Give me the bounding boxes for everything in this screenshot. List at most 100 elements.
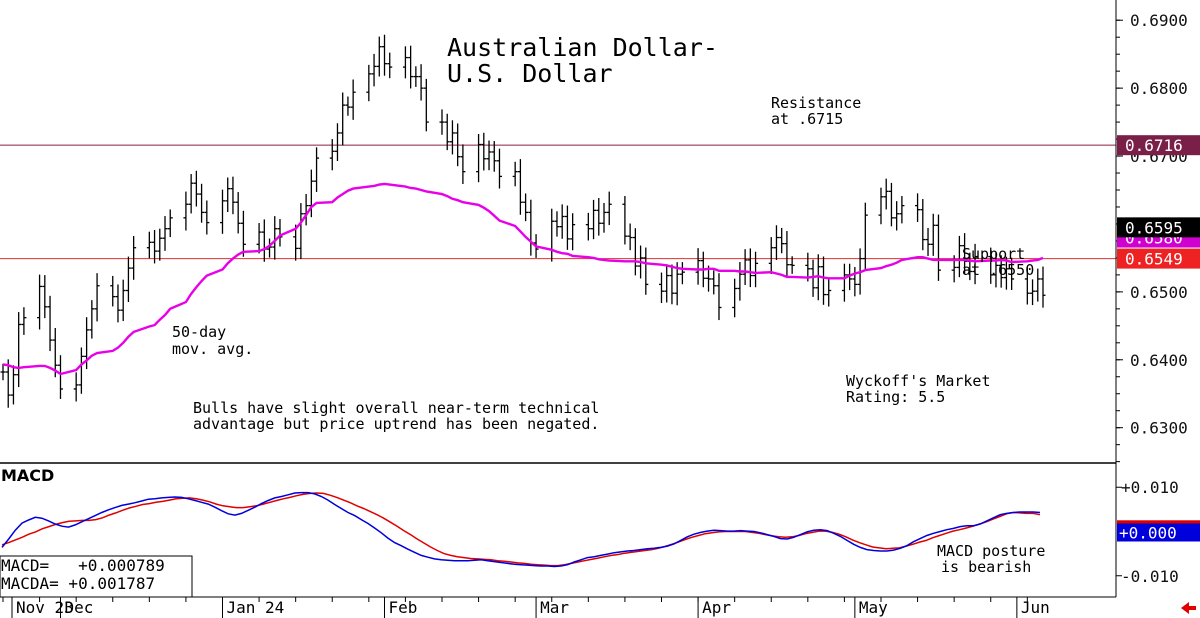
price-bar <box>716 273 722 321</box>
price-bar <box>930 213 936 256</box>
price-bar <box>225 177 231 212</box>
price-bar <box>78 347 84 394</box>
month-label: Jan 24 <box>226 598 284 617</box>
price-bar <box>52 328 58 378</box>
price-bar <box>517 159 523 215</box>
price-bar <box>591 199 597 240</box>
price-bar <box>570 213 576 251</box>
price-tick-label: 0.6500 <box>1130 283 1188 302</box>
price-bar <box>601 202 607 233</box>
price-bar <box>481 132 487 171</box>
price-bar <box>152 229 158 264</box>
price-tick-label: 0.6900 <box>1130 11 1188 30</box>
price-bar <box>915 193 921 222</box>
ma-label-line1: 50-day <box>172 323 226 341</box>
price-bar <box>486 140 492 171</box>
macd-line <box>1 491 1041 568</box>
price-bar <box>841 263 847 302</box>
price-bar <box>491 141 497 172</box>
price-bar <box>120 279 126 322</box>
price-bar <box>627 223 633 251</box>
price-bar <box>37 274 43 330</box>
price-bar <box>230 176 236 215</box>
price-bar <box>512 161 518 187</box>
price-bar <box>350 79 356 120</box>
price-bar <box>643 247 649 295</box>
price-bar <box>94 273 100 322</box>
price-bar <box>737 262 743 301</box>
svg-text:0.6549: 0.6549 <box>1125 250 1183 269</box>
month-label: May <box>859 598 888 617</box>
price-bar <box>423 78 429 132</box>
month-label: Feb <box>389 598 418 617</box>
price-bar <box>42 275 48 319</box>
price-tick-label: 0.6300 <box>1130 419 1188 438</box>
price-bar <box>308 169 314 218</box>
price-bar <box>878 187 884 225</box>
price-bar <box>47 295 53 352</box>
price-bar <box>1035 268 1041 302</box>
price-tick-label: 0.6800 <box>1130 79 1188 98</box>
price-bar <box>366 64 372 102</box>
price-bar <box>193 170 199 207</box>
price-bar <box>418 64 424 101</box>
resistance-label-line2: at .6715 <box>771 110 843 128</box>
price-bar <box>826 278 832 307</box>
price-bar <box>768 237 774 274</box>
price-bar <box>235 192 241 234</box>
price-bar <box>73 372 79 402</box>
price-bars <box>0 34 1046 408</box>
price-bar <box>125 256 131 302</box>
price-bar <box>596 198 602 236</box>
svg-text:+0.000: +0.000 <box>1119 524 1177 543</box>
resistance-label-line1: Resistance <box>771 94 861 112</box>
price-bar <box>888 182 894 227</box>
price-bar <box>810 259 816 297</box>
macd-tick-label: +0.010 <box>1121 478 1179 497</box>
macda-readout: MACDA= +0.001787 <box>1 574 155 593</box>
price-bar <box>784 231 790 278</box>
price-bar <box>956 235 962 278</box>
scroll-left-arrow-icon[interactable] <box>1181 602 1196 614</box>
month-label: Jun <box>1021 598 1050 617</box>
price-bar <box>1040 266 1046 308</box>
price-bar <box>188 174 194 214</box>
price-bar <box>747 248 753 288</box>
price-bar <box>925 227 931 256</box>
price-bar <box>899 196 905 224</box>
price-bar <box>789 256 795 274</box>
price-bar <box>920 199 926 251</box>
price-bar <box>883 178 889 210</box>
price-bar <box>732 278 738 318</box>
price-bar <box>496 148 502 189</box>
price-bar <box>439 109 445 135</box>
chart-title-line1: Australian Dollar- <box>447 33 718 62</box>
price-bar <box>476 133 482 183</box>
price-bar <box>157 228 163 261</box>
price-bar <box>1024 267 1030 305</box>
price-bar <box>57 355 63 399</box>
price-bar <box>674 262 680 306</box>
price-bar <box>460 144 466 184</box>
price-bar <box>632 228 638 276</box>
month-label: Apr <box>702 598 731 617</box>
price-tick-label: 0.6400 <box>1130 351 1188 370</box>
commentary-line1: Bulls have slight overall near-term tech… <box>193 399 599 417</box>
price-bar <box>993 252 999 288</box>
support-label-line1: Support <box>962 245 1025 263</box>
macd-axis: +0.010 -0.010 <box>1116 478 1179 586</box>
price-bar <box>110 275 116 307</box>
macd-posture-line2: is bearish <box>941 558 1031 576</box>
macd-zero-tag: +0.000 <box>1117 520 1200 543</box>
macd-tick-label: -0.010 <box>1121 567 1179 586</box>
price-bar <box>146 231 152 259</box>
chart-title-line2: U.S. Dollar <box>447 59 613 88</box>
price-bar <box>455 123 461 167</box>
price-bar <box>298 203 304 260</box>
price-bar <box>0 363 6 381</box>
price-bar <box>972 243 978 285</box>
wyckoff-rating-line2: Rating: 5.5 <box>846 388 945 406</box>
price-bar <box>376 36 382 77</box>
